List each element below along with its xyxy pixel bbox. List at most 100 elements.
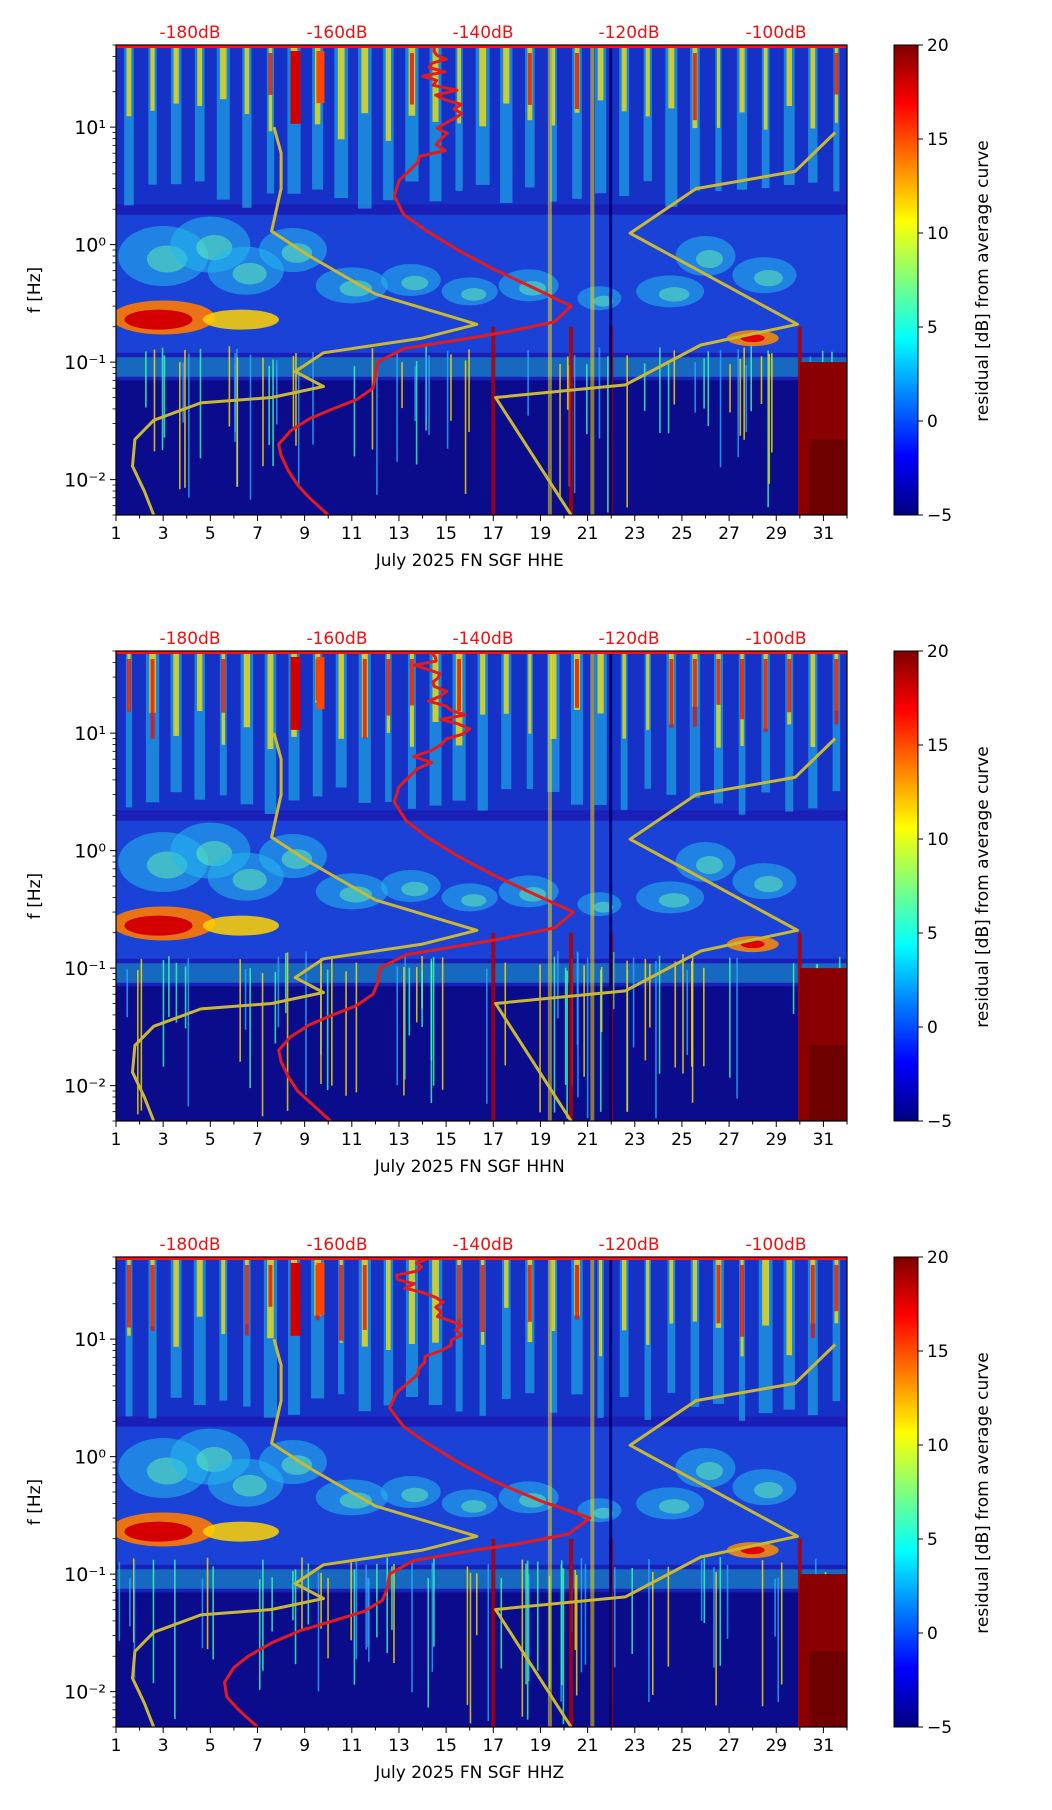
event-column — [491, 932, 496, 1121]
day-noise-hot — [268, 1265, 273, 1307]
transient-spike — [446, 350, 449, 449]
day-noise-peak — [457, 45, 461, 124]
transient-spike — [301, 1557, 303, 1632]
x-tick-label: 13 — [388, 1736, 410, 1756]
colorbar-tick-label: 5 — [927, 318, 938, 338]
x-tick-label: 23 — [624, 524, 646, 544]
microseism-blob-core — [754, 270, 783, 287]
transient-spike — [761, 1560, 764, 1707]
transient-spike — [719, 1557, 722, 1666]
colorbar-tick-label: −5 — [927, 1718, 952, 1738]
transient-spike — [736, 957, 738, 1099]
day-noise-peak — [173, 651, 179, 736]
x-tick-label: 27 — [718, 524, 740, 544]
colorbar-tick-label: 20 — [927, 36, 949, 56]
transient-spike — [576, 951, 579, 1045]
x-tick-label: 7 — [252, 1736, 263, 1756]
day-noise-peak — [598, 1257, 603, 1357]
x-tick-label: 29 — [765, 1736, 787, 1756]
yellow-model-curve — [494, 737, 837, 1121]
yellow-model-curve — [131, 732, 479, 1121]
transient-spike — [553, 956, 556, 1113]
microseism-blob — [258, 834, 327, 879]
transient-spike — [560, 1560, 563, 1686]
x-tick-label: 17 — [482, 1130, 504, 1150]
x-tick-label: 1 — [111, 1736, 122, 1756]
microseism-blob-core — [281, 243, 313, 263]
transient-spike — [631, 1567, 633, 1655]
day-noise-column — [288, 1257, 301, 1415]
transient-spike — [367, 1577, 369, 1647]
colorbar-tick-label: 20 — [927, 642, 949, 662]
microseism-blob-core — [232, 868, 267, 891]
microseism-blob-core — [461, 894, 487, 907]
y-tick-label: 10⁰ — [74, 1447, 106, 1469]
hf-hotspot — [316, 657, 325, 710]
x-tick-label: 9 — [299, 524, 310, 544]
transient-spike — [486, 968, 488, 1104]
microseism-blob — [732, 257, 797, 294]
day-noise-peak — [479, 45, 487, 127]
nyquist-line — [116, 45, 847, 48]
x-tick-label: 23 — [624, 1736, 646, 1756]
transient-spike — [686, 969, 689, 1055]
x-tick-label: 15 — [435, 1736, 457, 1756]
x-tick-label: 27 — [718, 1736, 740, 1756]
top-db-label: -160dB — [306, 23, 367, 43]
x-tick-label: 27 — [718, 1130, 740, 1150]
transient-spike — [433, 1558, 435, 1647]
transient-spike — [262, 357, 264, 467]
transient-spike — [586, 364, 588, 435]
transient-spike — [674, 961, 677, 1068]
day-noise-peak — [646, 1257, 650, 1345]
transient-spike — [428, 355, 430, 435]
x-tick-label: 5 — [205, 1130, 216, 1150]
transient-spike — [691, 953, 694, 1103]
transient-spike — [376, 361, 378, 495]
day-noise-hot — [716, 1265, 721, 1324]
x-tick-label: 31 — [813, 524, 835, 544]
day-noise-peak — [551, 1257, 556, 1332]
day-noise-peak — [668, 45, 675, 109]
top-db-label: -140dB — [452, 23, 513, 43]
day-noise-hot — [669, 659, 674, 728]
transient-spike — [468, 349, 470, 433]
day-noise-peak — [480, 651, 486, 715]
day-noise-column — [194, 651, 205, 800]
event-column — [569, 932, 574, 1121]
transient-spike — [599, 970, 602, 1112]
transient-spike — [350, 1562, 352, 1641]
transient-spike — [188, 353, 190, 498]
yellow-model-curve — [494, 1343, 837, 1727]
transient-spike — [667, 360, 670, 434]
day-noise-column — [501, 1257, 511, 1399]
day-noise-peak — [528, 651, 532, 734]
day-noise-peak — [243, 651, 251, 728]
x-tick-label: 15 — [435, 1130, 457, 1150]
event-column — [491, 1538, 496, 1727]
red-psd-curve — [223, 1257, 592, 1727]
day-noise-peak — [810, 651, 816, 747]
y-tick-label: 10¹ — [74, 117, 106, 139]
transient-spike — [626, 960, 628, 1112]
x-tick-label: 1 — [111, 1130, 122, 1150]
day-noise-column — [572, 45, 582, 199]
x-tick-label: 19 — [530, 524, 552, 544]
day-noise-peak — [432, 1257, 439, 1343]
day-noise-peak — [504, 1257, 509, 1308]
day-noise-column — [667, 1257, 676, 1393]
microseism-blob — [315, 267, 388, 304]
day-noise-hot — [150, 659, 155, 739]
transient-spike — [414, 366, 416, 422]
transient-spike — [768, 353, 771, 484]
transient-spike — [239, 959, 241, 1062]
microseism-blob-core — [754, 1482, 783, 1499]
transient-spike — [396, 966, 399, 1086]
day-noise-column — [571, 1257, 583, 1395]
day-noise-hot — [834, 1265, 839, 1312]
storm-energy-core — [124, 915, 193, 936]
transient-spike — [286, 952, 289, 1111]
transient-spike — [175, 962, 178, 1023]
colorbar-label: residual [dB] from average curve — [973, 140, 993, 421]
transient-spike — [780, 1562, 783, 1685]
